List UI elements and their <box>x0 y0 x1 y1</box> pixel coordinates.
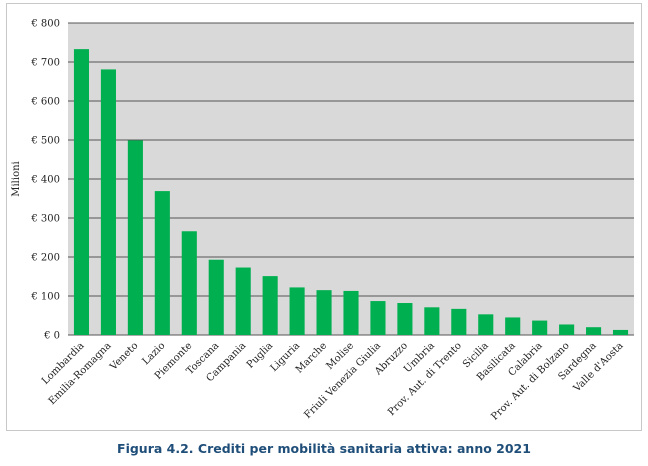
y-tick-labels: € 0 € 100 € 200 € 300 € 400 € 500 € 600 € 700 € … <box>30 19 60 342</box>
y-tick-label: € 700 <box>30 58 60 69</box>
bar <box>154 191 170 335</box>
bar <box>586 327 602 335</box>
bar <box>397 303 413 335</box>
bar <box>370 301 386 335</box>
bar-chart: € 0 € 100 € 200 € 300 € 400 € 500 € 600 € 700 € … <box>11 19 634 423</box>
bar <box>478 314 494 335</box>
figure-caption: Figura 4.2. Crediti per mobilità sanitar… <box>117 441 531 456</box>
y-axis-title: Milioni <box>11 161 22 197</box>
bar <box>612 329 629 335</box>
bar <box>181 231 197 335</box>
y-tick-label: € 0 <box>43 331 60 342</box>
y-tick-label: € 400 <box>30 175 60 186</box>
bar <box>343 290 359 335</box>
bar <box>532 320 548 335</box>
bar <box>559 324 575 335</box>
bar <box>316 290 332 335</box>
bar <box>235 267 251 335</box>
y-tick-label: € 600 <box>30 97 60 108</box>
y-tick-label: € 800 <box>30 19 60 30</box>
x-tick-label: Veneto <box>108 340 141 373</box>
bar <box>289 287 305 335</box>
x-tick-label: Valle d'Aosta <box>571 340 626 395</box>
bar <box>424 307 440 335</box>
bar <box>262 276 278 335</box>
bar <box>100 69 116 335</box>
bar <box>73 49 90 335</box>
y-tick-label: € 300 <box>30 214 60 225</box>
bar <box>505 317 521 335</box>
bars <box>73 49 629 335</box>
bar <box>127 140 143 335</box>
bar <box>208 259 224 335</box>
y-tick-label: € 500 <box>30 136 60 147</box>
y-tick-label: € 100 <box>30 292 60 303</box>
y-tick-label: € 200 <box>30 253 60 264</box>
bar <box>451 308 467 335</box>
